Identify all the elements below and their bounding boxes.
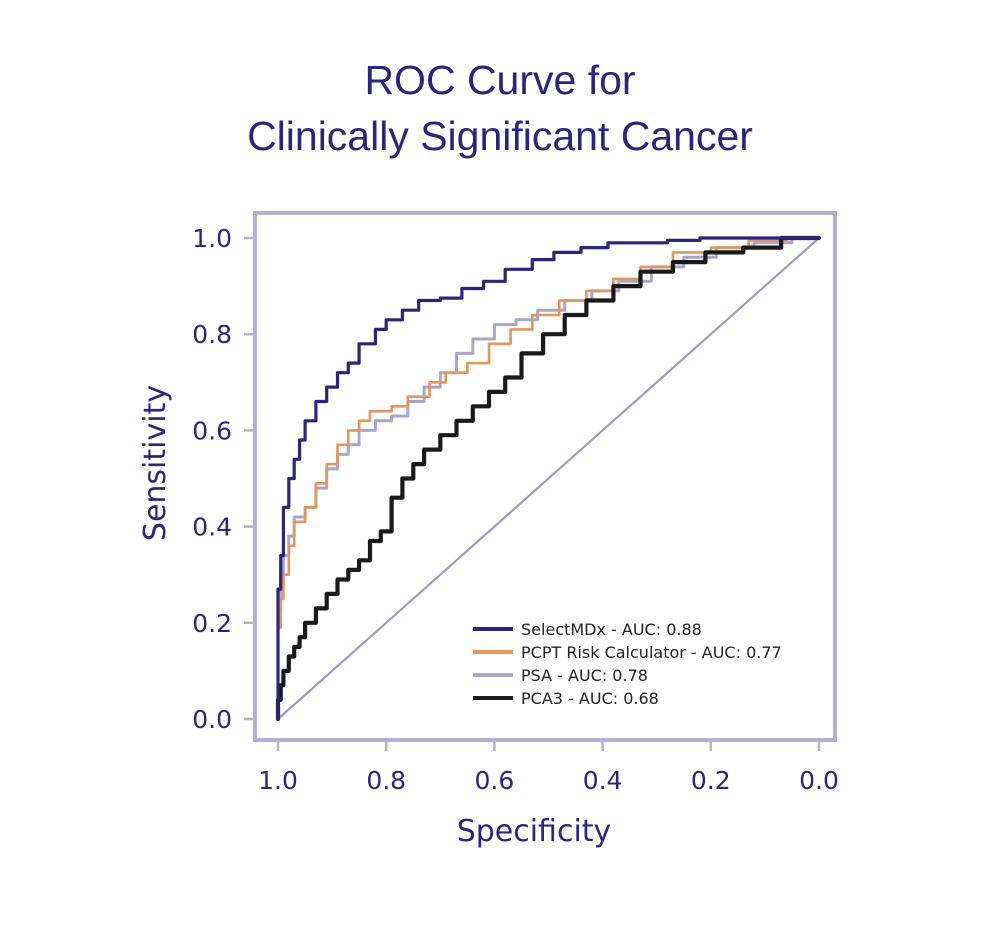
x-tick-label: 0.4 <box>583 766 623 795</box>
x-tick-label: 0.0 <box>799 766 839 795</box>
y-tick-label: 0.4 <box>192 513 232 542</box>
x-tick-label: 0.6 <box>475 766 515 795</box>
chart-title: ROC Curve for Clinically Significant Can… <box>0 52 1000 164</box>
legend-label-pca3: PCA3 - AUC: 0.68 <box>521 689 659 708</box>
chart-title-line-1: ROC Curve for <box>364 57 636 103</box>
reference-line-layer <box>277 237 820 720</box>
reference-diagonal-line <box>277 237 820 720</box>
x-axis-label: Specificity <box>457 814 612 849</box>
x-tick-label: 0.2 <box>691 766 731 795</box>
x-tick-label: 1.0 <box>258 766 298 795</box>
legend-label-pcpt-risk-calculator: PCPT Risk Calculator - AUC: 0.77 <box>521 643 782 662</box>
legend-label-psa: PSA - AUC: 0.78 <box>521 666 648 685</box>
series-line-pcpt-risk-calculator <box>276 236 821 658</box>
legend-label-selectmdx: SelectMDx - AUC: 0.88 <box>521 620 702 639</box>
y-tick-label: 0.0 <box>192 705 232 734</box>
x-tick-label: 0.8 <box>366 766 406 795</box>
chart-title-line-2: Clinically Significant Cancer <box>247 113 753 159</box>
series-line-pca3 <box>275 235 822 722</box>
y-axis-label: Sensitivity <box>138 385 173 541</box>
y-tick-label: 1.0 <box>192 224 232 253</box>
y-tick-label: 0.8 <box>192 320 232 349</box>
y-tick-label: 0.6 <box>192 416 232 445</box>
tick-layer: 1.0 0.8 0.6 0.4 0.2 0.0 0.0 0.2 0.4 0.6 0.8 1.0 <box>192 224 839 795</box>
series-line-selectmdx <box>276 236 821 721</box>
plot-frame <box>253 211 837 742</box>
y-tick-label: 0.2 <box>192 609 232 638</box>
series-layer <box>275 235 822 722</box>
series-line-psa <box>276 236 821 644</box>
legend: SelectMDx - AUC: 0.88 PCPT Risk Calculato… <box>473 620 782 708</box>
